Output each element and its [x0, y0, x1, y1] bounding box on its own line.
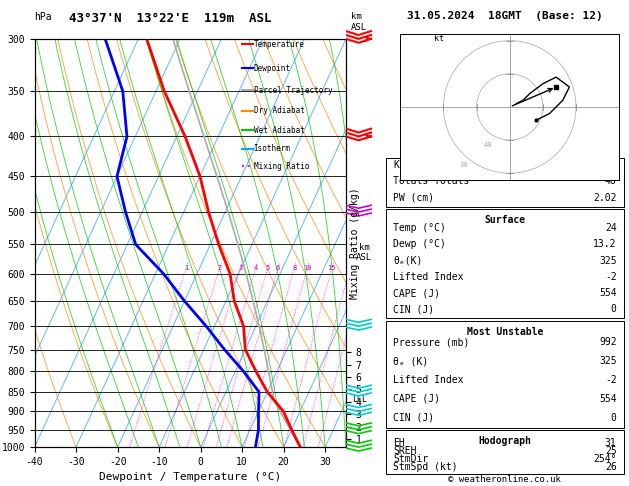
Text: 24: 24 [605, 223, 616, 233]
Text: Totals Totals: Totals Totals [393, 176, 469, 186]
Text: Lifted Index: Lifted Index [393, 272, 464, 282]
Text: PW (cm): PW (cm) [393, 192, 434, 203]
Text: CAPE (J): CAPE (J) [393, 394, 440, 404]
Text: Hodograph: Hodograph [478, 436, 532, 447]
Text: 31: 31 [605, 438, 616, 448]
Text: Temp (°C): Temp (°C) [393, 223, 446, 233]
Text: Pressure (mb): Pressure (mb) [393, 337, 469, 347]
Text: 254°: 254° [593, 454, 616, 464]
Text: θₑ(K): θₑ(K) [393, 256, 422, 266]
Text: -2: -2 [605, 272, 616, 282]
Text: hPa: hPa [35, 12, 52, 22]
Text: Dry Adiabat: Dry Adiabat [253, 106, 304, 115]
Text: km
ASL: km ASL [351, 12, 367, 32]
Bar [386, 321, 624, 428]
Text: 19: 19 [605, 160, 616, 170]
Text: 8: 8 [292, 265, 296, 271]
Bar [386, 158, 624, 207]
Text: © weatheronline.co.uk: © weatheronline.co.uk [448, 474, 561, 484]
Text: Lifted Index: Lifted Index [393, 375, 464, 385]
Text: 5: 5 [265, 265, 270, 271]
Text: Dewp (°C): Dewp (°C) [393, 240, 446, 249]
Text: Wet Adiabat: Wet Adiabat [253, 126, 304, 135]
Text: 4: 4 [253, 265, 258, 271]
X-axis label: Dewpoint / Temperature (°C): Dewpoint / Temperature (°C) [99, 472, 281, 483]
Text: K: K [393, 160, 399, 170]
Text: Parcel Trajectory: Parcel Trajectory [253, 86, 332, 95]
Text: CIN (J): CIN (J) [393, 304, 434, 314]
Text: 13.2: 13.2 [593, 240, 616, 249]
Text: 2: 2 [218, 265, 221, 271]
Text: 1: 1 [184, 265, 188, 271]
Text: 25: 25 [605, 446, 616, 456]
Text: 26: 26 [605, 462, 616, 472]
Text: 992: 992 [599, 337, 616, 347]
Text: 0: 0 [611, 304, 616, 314]
Text: SREH: SREH [393, 446, 416, 456]
Text: 10: 10 [303, 265, 311, 271]
Text: Most Unstable: Most Unstable [467, 327, 543, 337]
Text: -2: -2 [605, 375, 616, 385]
Text: Mixing Ratio (g/kg): Mixing Ratio (g/kg) [350, 187, 360, 299]
Text: Dewpoint: Dewpoint [253, 64, 291, 72]
Bar [386, 430, 624, 474]
Text: CIN (J): CIN (J) [393, 413, 434, 423]
Text: StmDir: StmDir [393, 454, 428, 464]
Text: Mixing Ratio: Mixing Ratio [253, 162, 309, 171]
Text: 31.05.2024  18GMT  (Base: 12): 31.05.2024 18GMT (Base: 12) [407, 11, 603, 21]
Text: StmSpd (kt): StmSpd (kt) [393, 462, 457, 472]
Text: 325: 325 [599, 356, 616, 366]
Text: 2.02: 2.02 [593, 192, 616, 203]
Text: kt: kt [433, 34, 443, 43]
Text: 554: 554 [599, 394, 616, 404]
Bar [386, 209, 624, 318]
Text: 3: 3 [238, 265, 242, 271]
Text: Surface: Surface [484, 215, 525, 226]
Text: Temperature: Temperature [253, 40, 304, 49]
Text: Isotherm: Isotherm [253, 144, 291, 154]
Text: 48: 48 [605, 176, 616, 186]
Text: θₑ (K): θₑ (K) [393, 356, 428, 366]
Text: 43°37'N  13°22'E  119m  ASL: 43°37'N 13°22'E 119m ASL [69, 12, 271, 25]
Text: 30: 30 [460, 161, 469, 168]
Text: 0: 0 [611, 413, 616, 423]
Text: EH: EH [393, 438, 404, 448]
Text: CAPE (J): CAPE (J) [393, 288, 440, 298]
Text: LCL: LCL [352, 396, 367, 404]
Text: 6: 6 [276, 265, 280, 271]
Text: 40: 40 [483, 142, 492, 148]
Y-axis label: km
ASL: km ASL [356, 243, 372, 262]
Text: 325: 325 [599, 256, 616, 266]
Text: 15: 15 [328, 265, 336, 271]
Text: 554: 554 [599, 288, 616, 298]
